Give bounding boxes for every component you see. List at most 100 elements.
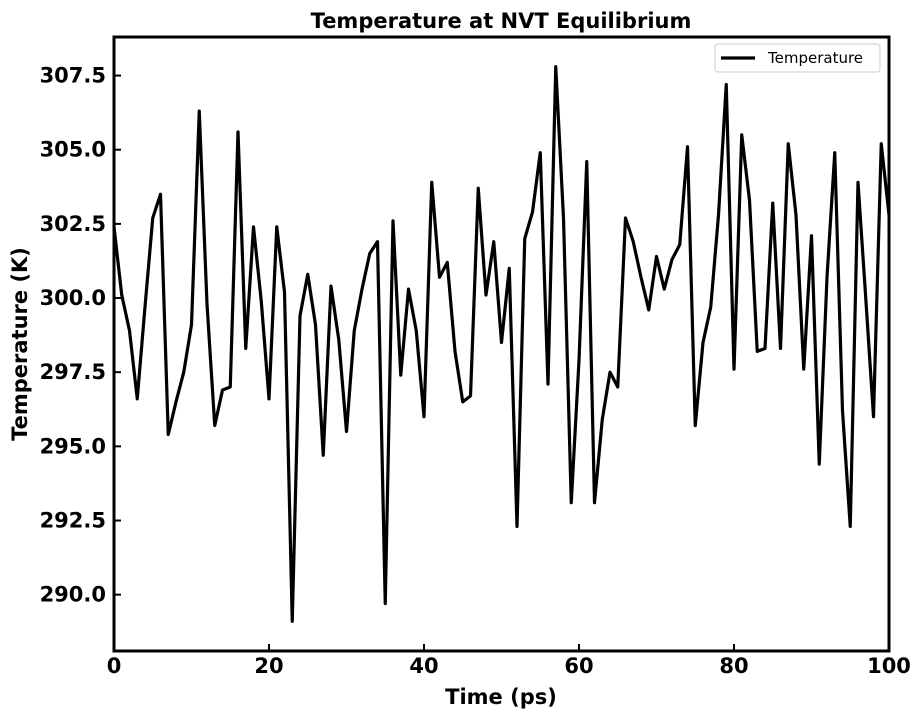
series-line-temperature: [112, 65, 891, 623]
data-point: [524, 238, 526, 240]
data-point: [632, 240, 634, 242]
data-point: [539, 151, 541, 153]
data-point: [384, 602, 386, 604]
data-point: [136, 398, 138, 400]
data-point: [880, 143, 882, 145]
data-point: [283, 291, 285, 293]
data-point: [609, 371, 611, 373]
data-point: [872, 415, 874, 417]
data-point: [617, 386, 619, 388]
legend-box: [714, 43, 881, 73]
data-point: [655, 255, 657, 257]
data-point: [400, 374, 402, 376]
data-point: [299, 315, 301, 317]
data-point: [493, 240, 495, 242]
data-point: [113, 226, 115, 228]
x-tick-label: 0: [107, 654, 122, 678]
x-tick-label: 100: [867, 654, 911, 678]
legend: Temperature: [714, 43, 881, 73]
data-point: [679, 243, 681, 245]
data-point: [330, 285, 332, 287]
data-point: [438, 276, 440, 278]
y-tick-label: 295.0: [40, 434, 106, 458]
data-point: [361, 288, 363, 290]
data-point: [152, 217, 154, 219]
data-point: [245, 347, 247, 349]
data-point: [144, 306, 146, 308]
data-point: [128, 329, 130, 331]
y-tick-label: 305.0: [40, 138, 106, 162]
data-point: [593, 501, 595, 503]
data-point: [803, 368, 805, 370]
data-point: [121, 294, 123, 296]
data-point: [508, 267, 510, 269]
data-point: [725, 83, 727, 85]
data-point: [175, 401, 177, 403]
data-point: [229, 386, 231, 388]
data-point: [190, 324, 192, 326]
data-point: [787, 143, 789, 145]
data-point: [159, 193, 161, 195]
data-point: [586, 160, 588, 162]
data-point: [570, 501, 572, 503]
data-point: [322, 454, 324, 456]
data-point: [221, 389, 223, 391]
data-point: [764, 347, 766, 349]
y-axis-label: Temperature (K): [8, 247, 32, 441]
data-point: [369, 252, 371, 254]
data-point: [710, 306, 712, 308]
data-point: [686, 146, 688, 148]
data-point: [694, 424, 696, 426]
data-point: [888, 214, 890, 216]
data-point: [531, 211, 533, 213]
data-point: [702, 341, 704, 343]
data-point: [547, 383, 549, 385]
data-point: [237, 131, 239, 133]
chart-title: Temperature at NVT Equilibrium: [311, 9, 692, 33]
data-point: [748, 199, 750, 201]
data-point: [214, 424, 216, 426]
x-tick-label: 60: [564, 654, 593, 678]
data-point: [314, 324, 316, 326]
data-point: [717, 214, 719, 216]
data-point: [276, 226, 278, 228]
data-point: [562, 217, 564, 219]
data-point: [477, 187, 479, 189]
data-point: [198, 110, 200, 112]
legend-label: Temperature: [767, 49, 863, 67]
x-tick-label: 80: [719, 654, 748, 678]
y-tick-label: 300.0: [40, 286, 106, 310]
data-point: [733, 368, 735, 370]
data-point: [841, 410, 843, 412]
data-point: [648, 309, 650, 311]
data-point: [601, 418, 603, 420]
y-tick-label: 297.5: [40, 360, 106, 384]
y-tick-label: 302.5: [40, 212, 106, 236]
data-point: [454, 350, 456, 352]
data-point: [307, 273, 309, 275]
data-point: [167, 433, 169, 435]
data-point: [818, 463, 820, 465]
data-point: [756, 350, 758, 352]
data-point: [849, 525, 851, 527]
data-point: [376, 240, 378, 242]
data-point: [795, 214, 797, 216]
data-point: [353, 329, 355, 331]
data-point: [663, 288, 665, 290]
data-point: [469, 395, 471, 397]
data-point: [779, 347, 781, 349]
x-tick-label: 20: [254, 654, 283, 678]
data-point: [345, 430, 347, 432]
data-point: [392, 220, 394, 222]
x-tick-label: 40: [409, 654, 438, 678]
data-point: [555, 65, 557, 67]
data-point: [826, 276, 828, 278]
y-tick-label: 292.5: [40, 508, 106, 532]
data-point: [423, 415, 425, 417]
y-tick-label: 290.0: [40, 583, 106, 607]
data-point: [407, 288, 409, 290]
data-point: [640, 276, 642, 278]
data-point: [578, 359, 580, 361]
